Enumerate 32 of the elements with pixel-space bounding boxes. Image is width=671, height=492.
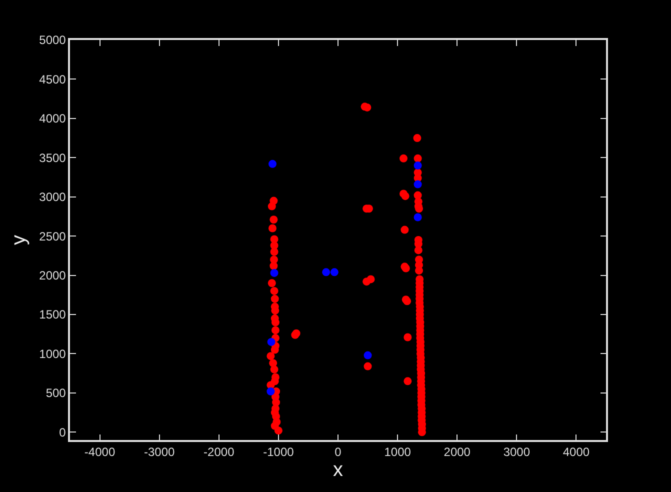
point (414, 213, 422, 222)
y-tick-label: 3500 (39, 150, 66, 165)
x-tick-label: -2000 (204, 445, 235, 460)
x-tick-label: 4000 (562, 445, 590, 460)
y-tick-label: 1000 (39, 346, 66, 361)
point (266, 387, 275, 396)
x-tick-label: -1000 (263, 445, 294, 460)
point (414, 161, 422, 170)
point (330, 268, 338, 276)
y-tick-label: 3000 (39, 190, 66, 204)
x-tick-label: 0 (334, 445, 342, 460)
point (414, 180, 422, 188)
x-tick-label: 3000 (503, 445, 530, 460)
point (268, 160, 276, 168)
y-tick-label: 2000 (39, 268, 66, 282)
y-tick-label: 5000 (39, 33, 66, 48)
x-tick-label: 2000 (444, 445, 471, 460)
point (364, 351, 372, 360)
y-tick-label: 4500 (39, 72, 66, 86)
y-tick-label: 2500 (39, 229, 66, 244)
y-tick-label: 500 (46, 386, 66, 400)
y-axis-title: y (8, 235, 30, 245)
y-tick-label: 1500 (39, 308, 66, 322)
x-tick-label: -3000 (144, 445, 175, 460)
y-tick-label: 4000 (39, 112, 66, 126)
point (270, 268, 278, 277)
point (322, 268, 330, 276)
y-tick-label: 0 (59, 425, 66, 440)
x-tick-label: 1000 (384, 445, 412, 460)
x-axis-title: x (333, 459, 343, 482)
point (267, 338, 276, 346)
x-tick-label: -4000 (84, 445, 116, 460)
